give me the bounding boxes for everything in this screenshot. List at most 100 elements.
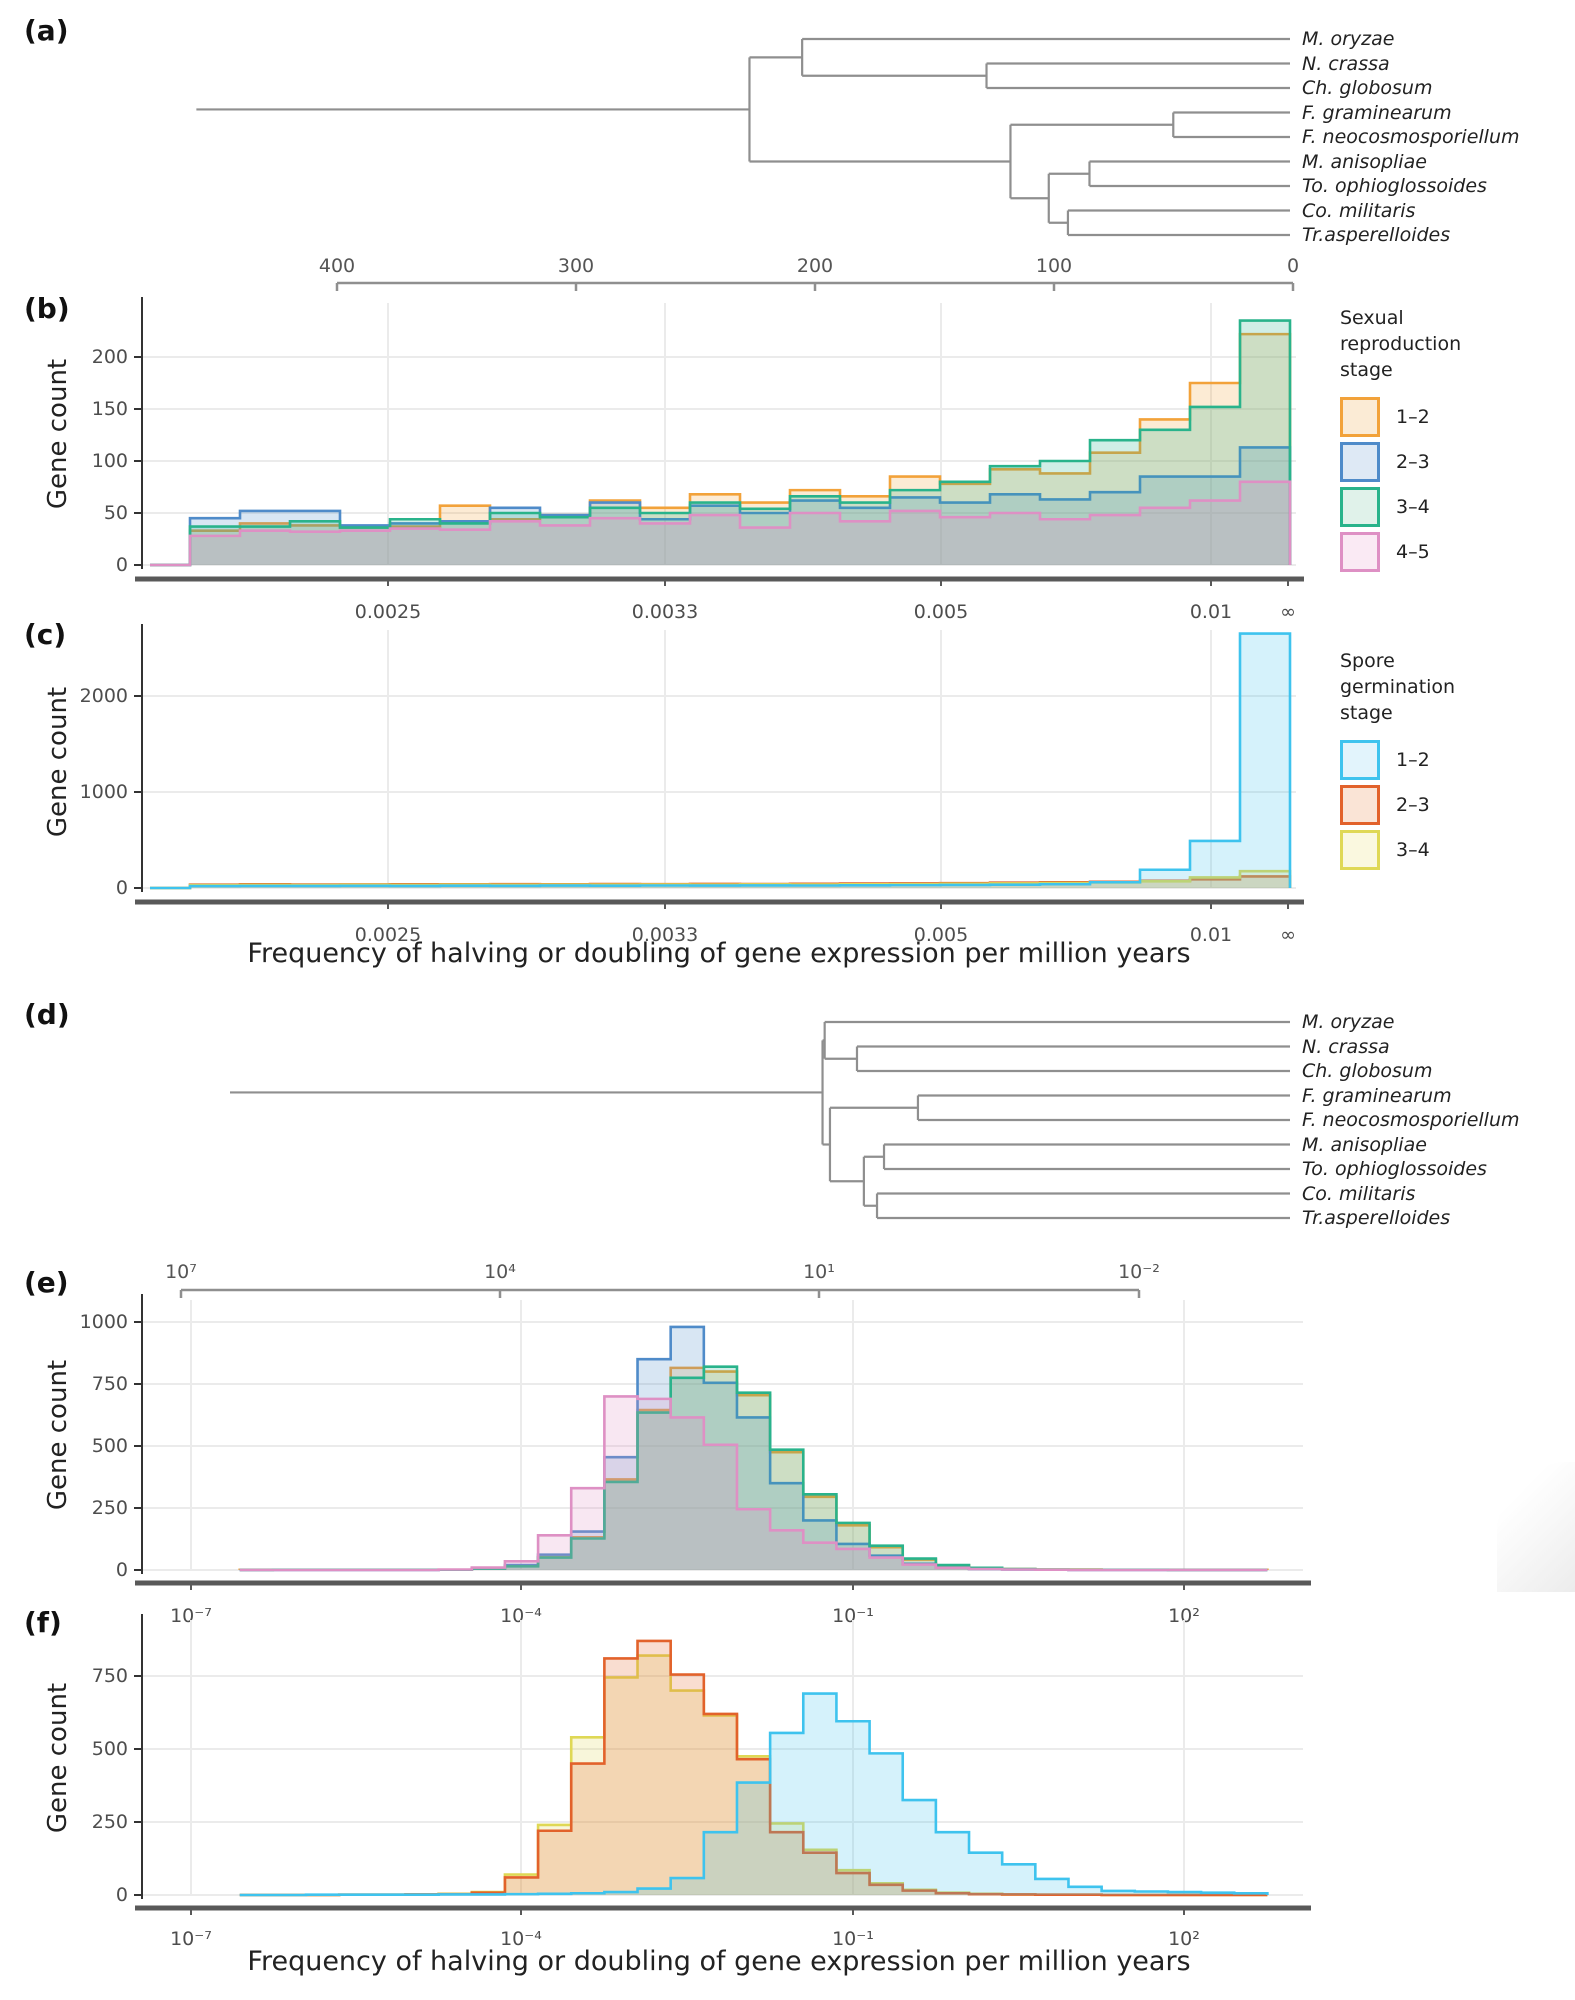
y-tick-label-b: 150 (92, 398, 128, 420)
legend-spore-title-line3: stage (1340, 702, 1393, 724)
legend-sexual-title-line1: Sexual (1340, 307, 1404, 329)
legend-item-label: 3–4 (1396, 839, 1430, 861)
y-tick-label-e: 0 (116, 1559, 128, 1581)
legend-spore-items: 1–2 2–3 3–4 (1340, 740, 1560, 870)
panel-f-plot: 0 250 500 750 10⁻⁷ 10⁻⁴ 10⁻¹ 10² (92, 1614, 1311, 1950)
legend-swatch-spore-2–3 (1340, 785, 1380, 825)
legend-sexual-title: Sexual reproduction stage (1340, 305, 1560, 383)
legend-swatch-sexual-1–2 (1340, 397, 1380, 437)
species-label-d-3: Ch. globosum (1302, 1060, 1433, 1082)
legend-item-sexual-1–2: 1–2 (1340, 397, 1560, 437)
x-tick-label-f: 10⁻¹ (832, 1928, 874, 1950)
y-tick-label-e: 750 (92, 1373, 128, 1395)
y-tick-label-f: 0 (116, 1884, 128, 1906)
species-label-d-6: M. anisopliae (1302, 1133, 1427, 1156)
phylo-tree-a (196, 37, 1290, 237)
tree-a-time-scale: 400 300 200 100 0 (319, 255, 1299, 291)
legend-sexual-items: 1–2 2–3 3–4 4–5 (1340, 397, 1560, 572)
x-tick-label-c: 0.005 (914, 924, 968, 946)
species-label-a-4: F. graminearum (1302, 101, 1452, 124)
x-tick-label-c: ∞ (1280, 924, 1296, 946)
legend-item-label: 1–2 (1396, 749, 1430, 771)
y-tick-label-b: 200 (92, 346, 128, 368)
legend-spore-title-line1: Spore (1340, 650, 1395, 672)
legend-swatch-sexual-3–4 (1340, 487, 1380, 527)
x-tick-label-b: ∞ (1280, 601, 1296, 623)
x-tick-label-f: 10⁻⁴ (500, 1928, 542, 1950)
panel-e-label: (e) (24, 1266, 69, 1299)
y-tick-label-b: 0 (116, 554, 128, 576)
x-tick-label-b: 0.01 (1190, 601, 1232, 623)
legend-spore-germination: Spore germination stage 1–2 2–3 3–4 (1340, 648, 1560, 875)
panel-c-plot: 0 1000 2000 0.0025 0.0033 0.005 0.01 ∞ (80, 624, 1304, 946)
species-label-a-8: Co. militaris (1302, 199, 1416, 222)
legend-item-label: 2–3 (1396, 451, 1430, 473)
time-scale-label: 100 (1036, 255, 1072, 277)
x-tick-label-c: 0.01 (1190, 924, 1232, 946)
y-tick-label-c: 2000 (80, 685, 128, 707)
panel-d-label: (d) (24, 998, 70, 1031)
time-scale-label: 400 (319, 255, 355, 277)
legend-sexual-title-line2: reproduction (1340, 333, 1462, 355)
x-tick-label-e: 10⁻⁴ (500, 1605, 542, 1627)
species-label-a-5: F. neocosmosporiellum (1302, 126, 1520, 148)
top-scale-label: 10¹ (803, 1261, 835, 1283)
legend-item-spore-2–3: 2–3 (1340, 785, 1560, 825)
panel-f-label: (f) (24, 1606, 62, 1639)
y-tick-label-e: 500 (92, 1435, 128, 1457)
species-label-a-6: M. anisopliae (1302, 150, 1427, 173)
top-scale-label: 10⁴ (484, 1261, 516, 1283)
legend-item-label: 1–2 (1396, 406, 1430, 428)
y-tick-label-c: 1000 (80, 781, 128, 803)
panel-c-x-axis-title: Frequency of halving or doubling of gene… (247, 938, 1191, 969)
species-label-a-2: N. crassa (1302, 52, 1390, 75)
panel-e-top-scale: 10⁷ 10⁴ 10¹ 10⁻² (165, 1261, 1160, 1298)
panel-f-x-axis-title: Frequency of halving or doubling of gene… (247, 1946, 1191, 1977)
y-tick-label-f: 750 (92, 1665, 128, 1687)
hist-series-b-4–5 (150, 480, 1292, 567)
species-label-a-1: M. oryzae (1302, 28, 1395, 50)
species-label-d-7: To. ophioglossoides (1302, 1158, 1487, 1180)
hist-series-b-3–4 (150, 319, 1292, 567)
y-tick-label-e: 250 (92, 1497, 128, 1519)
panel-a-label: (a) (24, 14, 69, 47)
species-label-d-9: Tr.asperelloides (1302, 1207, 1451, 1229)
y-tick-label-f: 500 (92, 1738, 128, 1760)
time-scale-label: 300 (558, 255, 594, 277)
legend-item-sexual-2–3: 2–3 (1340, 442, 1560, 482)
legend-sexual-title-line3: stage (1340, 359, 1393, 381)
legend-item-label: 2–3 (1396, 794, 1430, 816)
y-tick-label-f: 250 (92, 1811, 128, 1833)
y-tick-label-e: 1000 (80, 1311, 128, 1333)
species-label-d-5: F. neocosmosporiellum (1302, 1109, 1520, 1131)
legend-item-spore-3–4: 3–4 (1340, 830, 1560, 870)
hist-series-f-1–2 (239, 1692, 1269, 1897)
species-label-a-9: Tr.asperelloides (1302, 224, 1451, 246)
species-label-d-4: F. graminearum (1302, 1084, 1452, 1107)
time-scale-label: 200 (797, 255, 833, 277)
hist-series-e-4–5 (239, 1395, 1268, 1572)
legend-swatch-sexual-2–3 (1340, 442, 1380, 482)
x-tick-label-b: 0.0033 (632, 601, 698, 623)
panel-b-label: (b) (24, 292, 70, 325)
legend-swatch-spore-1–2 (1340, 740, 1380, 780)
legend-swatch-spore-3–4 (1340, 830, 1380, 870)
panel-b-plot: 0 50 100 150 200 0.0025 0.0033 0.005 0.01 ∞ (92, 297, 1304, 623)
panel-c-label: (c) (24, 618, 67, 651)
legend-item-sexual-3–4: 3–4 (1340, 487, 1560, 527)
species-label-d-1: M. oryzae (1302, 1011, 1395, 1033)
legend-item-sexual-4–5: 4–5 (1340, 532, 1560, 572)
y-tick-label-b: 100 (92, 450, 128, 472)
x-tick-label-e: 10⁻⁷ (170, 1605, 212, 1627)
legend-swatch-sexual-4–5 (1340, 532, 1380, 572)
species-label-d-8: Co. militaris (1302, 1182, 1416, 1205)
legend-sexual-reproduction: Sexual reproduction stage 1–2 2–3 3–4 4–5 (1340, 305, 1560, 577)
x-tick-label-c: 0.0033 (632, 924, 698, 946)
species-label-a-3: Ch. globosum (1302, 77, 1433, 99)
x-tick-label-c: 0.0025 (355, 924, 421, 946)
x-tick-label-f: 10⁻⁷ (170, 1928, 212, 1950)
time-scale-label: 0 (1287, 255, 1299, 277)
y-tick-label-b: 50 (104, 502, 128, 524)
